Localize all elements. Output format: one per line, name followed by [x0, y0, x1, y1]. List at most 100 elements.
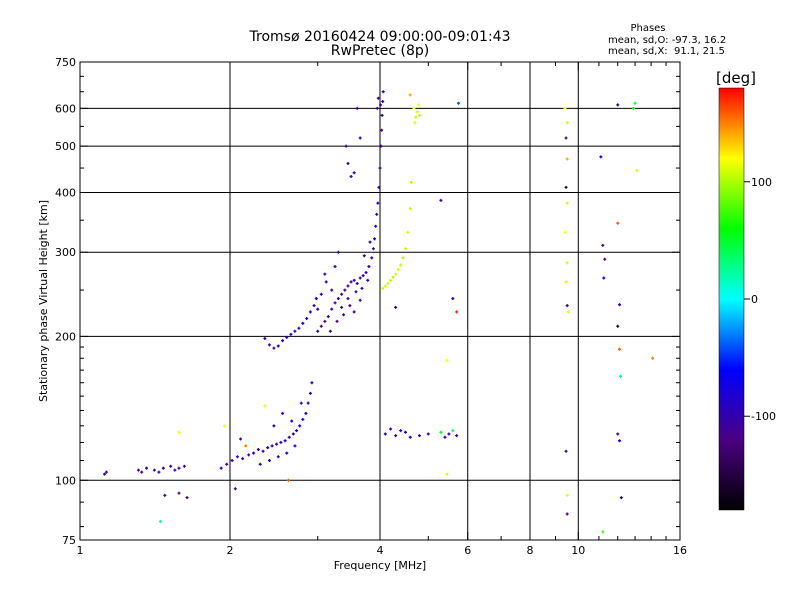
data-point [136, 468, 140, 472]
data-point [366, 278, 370, 282]
data-point [386, 282, 390, 286]
data-point [564, 280, 568, 284]
data-point [308, 391, 312, 395]
data-point [297, 326, 301, 330]
data-point [344, 144, 348, 148]
data-point [383, 284, 387, 288]
data-point [415, 110, 419, 114]
data-point [177, 430, 181, 434]
data-point [651, 356, 655, 360]
data-points [103, 90, 655, 534]
data-point [256, 447, 260, 451]
data-point [361, 274, 365, 278]
data-point [417, 434, 421, 438]
data-point [414, 115, 418, 119]
data-point [316, 307, 320, 311]
data-point [391, 275, 395, 279]
data-point [157, 470, 161, 474]
phases-stats-x: mean, sd,X: 91.1, 21.5 [608, 46, 725, 57]
data-point [377, 185, 381, 189]
data-point [223, 424, 227, 428]
data-point [161, 466, 165, 470]
y-axis-label: Stationary phase Virtual Height [km] [37, 200, 50, 402]
y-tick-label: 300 [55, 246, 76, 259]
data-point [169, 464, 173, 468]
data-point [285, 451, 289, 455]
phases-stats-o: mean, sd,O: -97.3, 16.2 [608, 35, 726, 46]
data-point [601, 243, 605, 247]
data-point [258, 462, 262, 466]
data-point [358, 276, 362, 280]
data-point [241, 457, 245, 461]
data-point [389, 278, 393, 282]
data-point [316, 329, 320, 333]
data-point [301, 321, 305, 325]
data-point [323, 272, 327, 276]
data-point [333, 265, 337, 269]
data-point [336, 250, 340, 254]
data-point [378, 166, 382, 170]
x-tick-label: 4 [377, 544, 384, 557]
data-point [409, 180, 413, 184]
data-point [225, 462, 229, 466]
data-point [266, 446, 270, 450]
data-point [563, 230, 567, 234]
data-point [355, 106, 359, 110]
data-point [276, 455, 280, 459]
data-point [336, 297, 340, 301]
data-point [358, 298, 362, 302]
data-point [445, 359, 449, 363]
data-point [412, 106, 416, 110]
data-point [330, 288, 334, 292]
data-point [293, 329, 297, 333]
x-tick-label: 8 [527, 544, 534, 557]
colorbar-label: [deg] [716, 69, 756, 87]
data-point [362, 254, 366, 258]
y-tick-label: 500 [55, 140, 76, 153]
data-point [270, 444, 274, 448]
data-point [267, 458, 271, 462]
colorbar-tick-label: 100 [751, 176, 772, 189]
data-point [298, 424, 302, 428]
colorbar-tick-label: -100 [751, 410, 776, 423]
data-point [346, 161, 350, 165]
data-point [375, 212, 379, 216]
data-point [306, 401, 310, 405]
data-point [389, 427, 393, 431]
data-point [564, 185, 568, 189]
data-point [346, 297, 350, 301]
data-point [616, 103, 620, 107]
data-point [635, 168, 639, 172]
data-point [566, 310, 570, 314]
data-point [349, 280, 353, 284]
x-axis-label: Frequency [MHz] [334, 559, 426, 572]
data-point [439, 430, 443, 434]
x-axis-ticks: 1 2 4 6 8 10 16 [77, 62, 687, 557]
x-tick-label: 1 [77, 544, 84, 557]
data-point [285, 335, 289, 339]
data-point [380, 128, 384, 132]
data-point [239, 437, 243, 441]
y-tick-label: 400 [55, 186, 76, 199]
data-point [342, 313, 346, 317]
data-point [275, 442, 279, 446]
data-point [230, 458, 234, 462]
y-tick-label: 600 [55, 102, 76, 115]
data-point [235, 455, 239, 459]
data-point [352, 171, 356, 175]
data-point [370, 256, 374, 260]
chart-title-line1: Tromsø 20160424 09:00:00-09:01:43 [249, 29, 511, 45]
data-point [633, 101, 637, 105]
data-point [376, 201, 380, 205]
data-point [439, 198, 443, 202]
data-point [602, 276, 606, 280]
x-tick-label: 10 [571, 544, 585, 557]
data-point [565, 261, 569, 265]
data-point [383, 432, 387, 436]
data-point [182, 464, 186, 468]
data-point [263, 404, 267, 408]
data-point [252, 451, 256, 455]
phases-header: Phases [630, 23, 665, 34]
data-point [291, 432, 295, 436]
data-point [346, 284, 350, 288]
